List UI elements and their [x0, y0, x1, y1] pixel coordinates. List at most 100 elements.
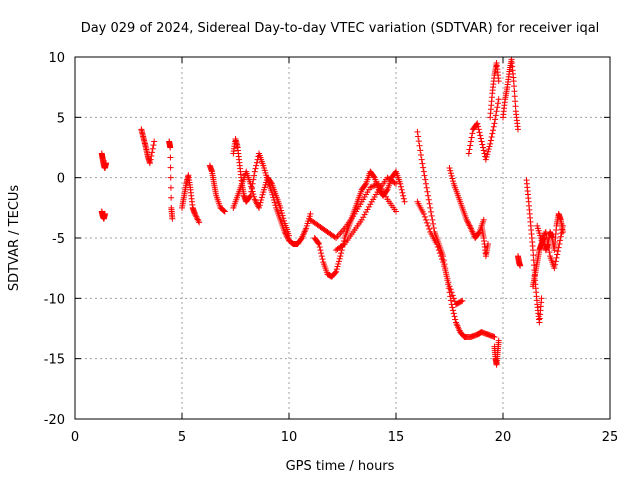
data-point-interp [559, 226, 566, 233]
chart-title: Day 029 of 2024, Sidereal Day-to-day VTE… [81, 21, 600, 36]
data-point-interp [255, 203, 262, 210]
data-point-interp [149, 145, 156, 152]
data-point-interp [272, 202, 279, 209]
data-point-interp [458, 298, 465, 305]
data-point-interp [556, 241, 563, 248]
data-point-interp [147, 156, 154, 163]
data-point-interp [546, 249, 553, 256]
data-point-interp [368, 183, 375, 190]
data-point-interp [148, 152, 155, 159]
data-point [491, 333, 498, 340]
data-point-interp [449, 292, 456, 299]
data-point-interp [315, 240, 322, 247]
data-point-interp [488, 134, 495, 141]
data-point-interp [362, 181, 369, 188]
data-point-interp [511, 83, 518, 90]
data-point-interp [220, 207, 227, 214]
data-point-interp [420, 164, 427, 171]
data-point-interp [252, 165, 259, 172]
data-point [221, 208, 228, 215]
data-point-interp [221, 207, 228, 214]
data-point [510, 78, 517, 85]
data-point-interp [167, 164, 174, 171]
data-point [495, 337, 502, 344]
data-point-interp [423, 184, 430, 191]
data-point-interp [250, 191, 257, 198]
data-point-interp [481, 150, 488, 157]
data-point-interp [451, 313, 458, 320]
data-point [433, 241, 440, 248]
data-point-interp [530, 252, 537, 259]
data-point-interp [426, 200, 433, 207]
data-point-interp [248, 183, 255, 190]
data-point-interp [392, 169, 399, 176]
data-point [146, 160, 153, 167]
data-point-interp [371, 182, 378, 189]
data-point-interp [485, 148, 492, 155]
data-point-interp [539, 234, 546, 241]
data-point-interp [477, 135, 484, 142]
series-sat-o [465, 96, 502, 163]
data-point-interp [543, 232, 550, 239]
data-point [151, 138, 158, 145]
data-point-interp [424, 188, 431, 195]
data-point [482, 156, 489, 163]
data-point-interp [421, 172, 428, 179]
data-point-interp [251, 172, 258, 179]
data-point-interp [426, 225, 433, 232]
data-point-interp [464, 218, 471, 225]
data-point-interp [450, 310, 457, 317]
data-point [480, 216, 487, 223]
data-point-interp [425, 192, 432, 199]
series-sat-j [307, 180, 399, 241]
data-point-interp [257, 199, 264, 206]
data-point-interp [193, 213, 200, 220]
data-point-interp [420, 168, 427, 175]
data-point-interp [467, 142, 474, 149]
data-point-interp [477, 132, 484, 139]
series-sat-s [500, 56, 521, 133]
y-axis-label: SDTVAR / TECUs [7, 185, 22, 292]
data-point [247, 180, 254, 187]
data-point-interp [468, 134, 475, 141]
data-point [465, 150, 472, 157]
data-point-interp [544, 237, 551, 244]
data-point-interp [168, 194, 175, 201]
data-point-interp [278, 207, 285, 214]
data-point-interp [248, 185, 255, 192]
data-point [286, 232, 292, 239]
data-point-interp [281, 217, 288, 224]
data-point-interp [318, 250, 325, 257]
data-point [551, 265, 558, 272]
x-tick-label: 25 [602, 430, 619, 445]
data-point-interp [475, 126, 482, 133]
data-point-interp [437, 253, 444, 260]
data-point-interp [511, 88, 518, 95]
data-point-interp [167, 184, 174, 191]
data-point-interp [361, 211, 368, 218]
data-point-interp [253, 159, 260, 166]
data-point [446, 283, 453, 290]
data-point-interp [552, 261, 559, 268]
data-point-interp [469, 130, 476, 137]
series-sat-d [166, 138, 176, 222]
series-sat-t [514, 253, 524, 269]
data-point-interp [383, 193, 390, 200]
data-point-interp [380, 188, 387, 195]
data-point-interp [259, 191, 266, 198]
x-tick-label: 5 [178, 430, 186, 445]
data-point-interp [475, 123, 482, 130]
axis-ticks [74, 56, 611, 420]
data-point-interp [400, 195, 407, 202]
data-point-interp [553, 254, 560, 261]
data-point-interp [167, 174, 174, 181]
x-tick-label: 15 [388, 430, 405, 445]
data-point [463, 216, 470, 223]
data-point-interp [280, 215, 287, 222]
data-point-interp [495, 100, 502, 107]
data-point-interp [279, 212, 286, 219]
series-sat-a [98, 150, 110, 172]
y-tick-label: -15 [44, 353, 65, 368]
data-point-interp [447, 167, 454, 174]
data-point [418, 156, 425, 163]
